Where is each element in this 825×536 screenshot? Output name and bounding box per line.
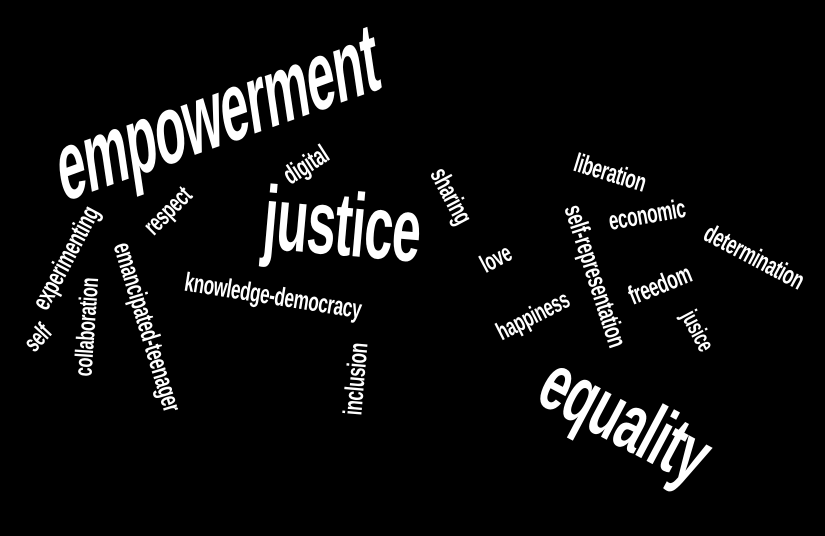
word-economic: economic (606, 192, 688, 236)
word-equality: equality (525, 337, 726, 502)
word-liberation: liberation (570, 147, 650, 198)
word-happiness: happiness (491, 285, 575, 347)
word-self: self (18, 318, 58, 358)
word-collaboration: collaboration (69, 276, 105, 378)
word-sharing: sharing (424, 162, 479, 230)
word-freedom: freedom (623, 258, 696, 311)
word-jusice: jusice (675, 306, 719, 356)
word-justice: justice (259, 168, 425, 282)
word-emancipated-teenager: emancipated-teenager (107, 238, 188, 416)
word-determination: determination (699, 217, 810, 296)
word-knowledge-democracy: knowledge-democracy (182, 266, 364, 325)
word-love: love (475, 239, 517, 279)
word-inclusion: inclusion (337, 341, 374, 417)
